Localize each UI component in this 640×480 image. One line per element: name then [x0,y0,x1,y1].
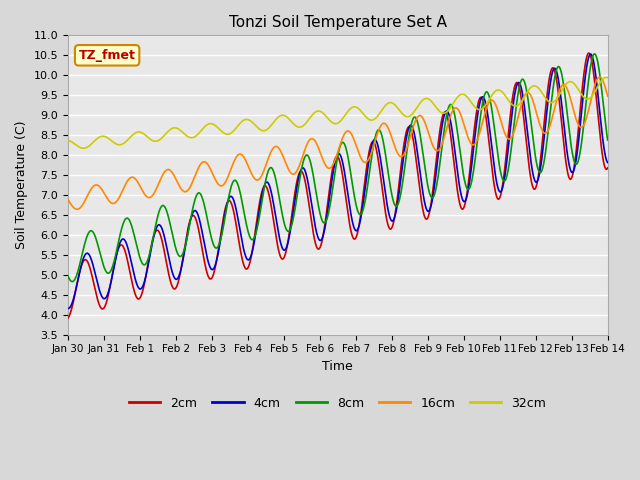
Title: Tonzi Soil Temperature Set A: Tonzi Soil Temperature Set A [228,15,447,30]
Y-axis label: Soil Temperature (C): Soil Temperature (C) [15,120,28,249]
Legend: 2cm, 4cm, 8cm, 16cm, 32cm: 2cm, 4cm, 8cm, 16cm, 32cm [124,392,551,415]
X-axis label: Time: Time [323,360,353,373]
Text: TZ_fmet: TZ_fmet [79,49,136,62]
